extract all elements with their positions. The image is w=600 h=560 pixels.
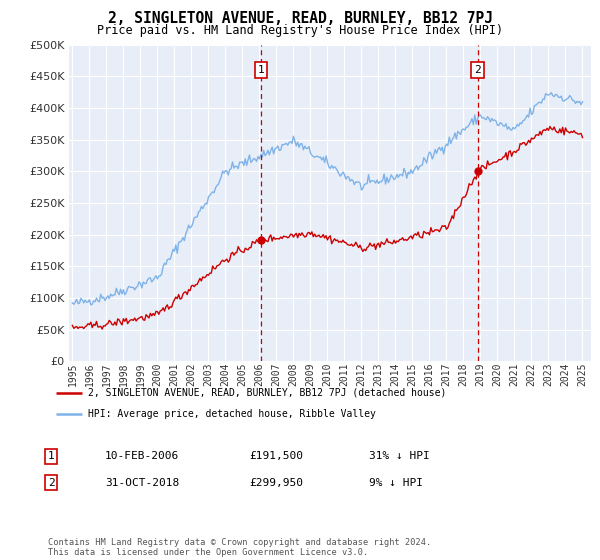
Text: 2, SINGLETON AVENUE, READ, BURNLEY, BB12 7PJ: 2, SINGLETON AVENUE, READ, BURNLEY, BB12… [107,11,493,26]
Text: 31-OCT-2018: 31-OCT-2018 [105,478,179,488]
Text: 10-FEB-2006: 10-FEB-2006 [105,451,179,461]
Text: 1: 1 [47,451,55,461]
Text: 2: 2 [47,478,55,488]
Text: 1: 1 [258,65,265,75]
Text: £191,500: £191,500 [249,451,303,461]
Text: 2: 2 [474,65,481,75]
Text: 31% ↓ HPI: 31% ↓ HPI [369,451,430,461]
Text: £299,950: £299,950 [249,478,303,488]
Text: Price paid vs. HM Land Registry's House Price Index (HPI): Price paid vs. HM Land Registry's House … [97,24,503,37]
Text: HPI: Average price, detached house, Ribble Valley: HPI: Average price, detached house, Ribb… [88,409,376,419]
Text: Contains HM Land Registry data © Crown copyright and database right 2024.
This d: Contains HM Land Registry data © Crown c… [48,538,431,557]
Text: 9% ↓ HPI: 9% ↓ HPI [369,478,423,488]
Text: 2, SINGLETON AVENUE, READ, BURNLEY, BB12 7PJ (detached house): 2, SINGLETON AVENUE, READ, BURNLEY, BB12… [88,388,446,398]
